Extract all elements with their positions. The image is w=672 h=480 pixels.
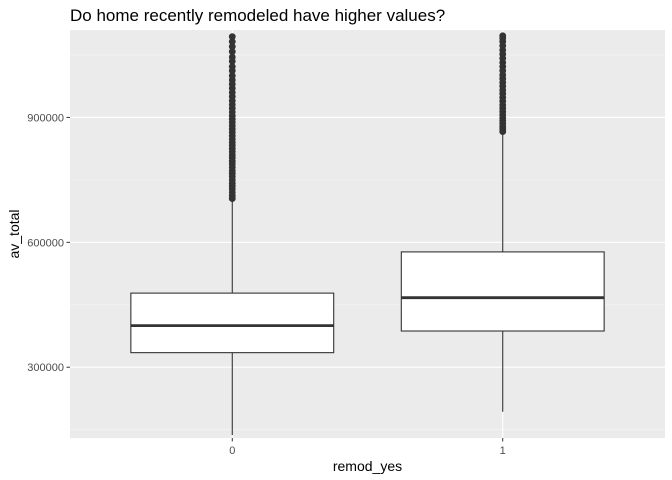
y-tick-label: 600000 [27,237,64,249]
outlier-point [499,32,507,40]
plot-panel [70,30,665,438]
chart-title: Do home recently remodeled have higher v… [70,6,445,25]
x-tick-label: 1 [500,445,506,457]
x-tick-label: 0 [229,445,235,457]
box-group-1 [400,32,605,412]
box-iqr [130,292,335,354]
x-axis-title: remod_yes [333,458,402,474]
outlier-point [228,33,236,41]
outlier-point [228,63,236,71]
box-group-0 [130,33,335,436]
y-axis-title: av_total [6,209,22,258]
box-series [130,32,605,436]
box-iqr [400,251,605,332]
y-tick-label: 300000 [27,362,64,374]
outlier-point [228,72,236,80]
outlier-point [228,43,236,51]
outlier-point [228,53,236,61]
y-tick-label: 900000 [27,112,64,124]
outlier-point [228,38,236,46]
outlier-point [228,48,236,56]
axes: 300000 600000 900000 0 1 [27,112,506,457]
